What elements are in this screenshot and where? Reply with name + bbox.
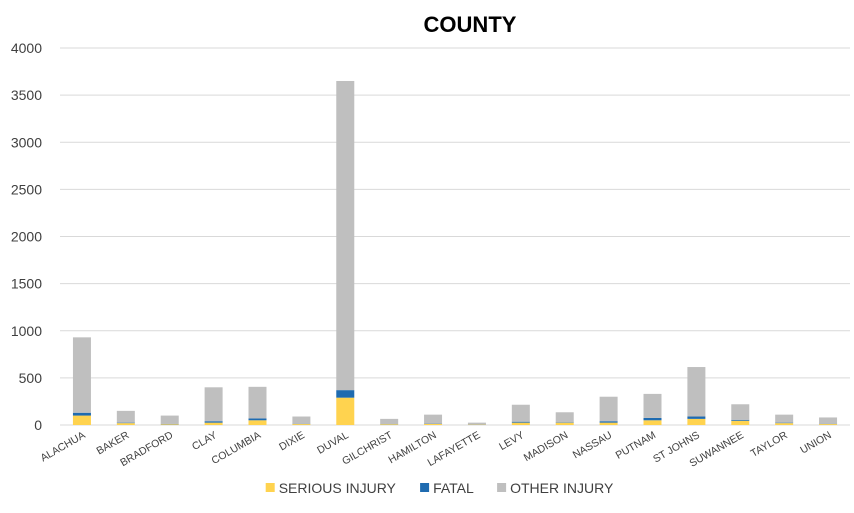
bar-segment: [600, 423, 618, 425]
x-tick-label: DIXIE: [277, 429, 307, 453]
bar-segment: [292, 424, 310, 425]
y-tick-label: 2500: [11, 181, 42, 197]
bar-segment: [73, 416, 91, 425]
bar-segment: [731, 404, 749, 420]
y-tick-label: 500: [19, 370, 43, 386]
bar-segment: [292, 417, 310, 424]
y-axis-tick-labels: 0 500 1000 1500 2000 2500 3000 3500 4000: [11, 40, 42, 433]
x-tick-label: LEVY: [497, 429, 526, 453]
bar-segment: [644, 418, 662, 420]
bar-segment: [731, 421, 749, 425]
bar-segment: [336, 398, 354, 425]
legend-label: OTHER INJURY: [510, 480, 614, 496]
bar-segment: [512, 423, 530, 425]
bar-segment: [644, 420, 662, 425]
bar-segment: [249, 420, 267, 425]
bar-segment: [205, 387, 223, 421]
bar-segment: [73, 337, 91, 412]
bar-segment: [161, 424, 179, 425]
x-tick-label: CLAY: [190, 429, 219, 453]
bar-segment: [775, 415, 793, 423]
y-tick-label: 3000: [11, 134, 42, 150]
bars: [73, 81, 837, 425]
gridlines: [60, 48, 850, 425]
bar-segment: [600, 421, 618, 422]
bar-segment: [117, 423, 135, 425]
y-tick-label: 3500: [11, 87, 42, 103]
legend-swatch: [497, 483, 506, 492]
bar-segment: [468, 423, 486, 425]
x-tick-label: MADISON: [522, 429, 570, 464]
bar-segment: [512, 422, 530, 423]
y-tick-label: 4000: [11, 40, 42, 56]
legend-swatch: [266, 483, 275, 492]
bar-segment: [819, 417, 837, 423]
bar-segment: [687, 367, 705, 416]
bar-segment: [687, 419, 705, 425]
bar-segment: [687, 417, 705, 419]
bar-segment: [424, 415, 442, 424]
bar-segment: [380, 424, 398, 425]
bar-segment: [73, 413, 91, 416]
bar-segment: [731, 420, 749, 421]
bar-segment: [336, 390, 354, 398]
x-tick-label: GILCHRIST: [340, 429, 395, 468]
bar-segment: [644, 394, 662, 418]
bar-segment: [380, 419, 398, 424]
bar-segment: [117, 411, 135, 423]
bar-segment: [161, 416, 179, 424]
y-tick-label: 1000: [11, 323, 42, 339]
x-tick-label: UNION: [798, 429, 833, 456]
bar-segment: [249, 387, 267, 419]
chart-title: COUNTY: [424, 12, 517, 37]
legend-label: SERIOUS INJURY: [279, 480, 397, 496]
legend: SERIOUS INJURY FATAL OTHER INJURY: [266, 480, 614, 496]
x-tick-label: NASSAU: [571, 429, 614, 461]
legend-swatch: [420, 483, 429, 492]
y-tick-label: 2000: [11, 229, 42, 245]
x-tick-label: COLUMBIA: [210, 429, 263, 467]
bar-segment: [775, 423, 793, 425]
y-tick-label: 0: [34, 417, 42, 433]
bar-segment: [205, 423, 223, 425]
bar-segment: [249, 418, 267, 420]
bar-segment: [556, 423, 574, 425]
bar-segment: [600, 397, 618, 422]
x-tick-label: ALACHUA: [38, 429, 87, 464]
y-tick-label: 1500: [11, 276, 42, 292]
x-tick-label: DUVAL: [315, 429, 351, 457]
bar-segment: [556, 412, 574, 422]
bar-segment: [512, 405, 530, 422]
bar-segment: [336, 81, 354, 390]
legend-label: FATAL: [433, 480, 474, 496]
x-tick-label: TAYLOR: [749, 429, 790, 460]
bar-segment: [819, 424, 837, 425]
bar-segment: [424, 424, 442, 425]
bar-segment: [205, 421, 223, 422]
